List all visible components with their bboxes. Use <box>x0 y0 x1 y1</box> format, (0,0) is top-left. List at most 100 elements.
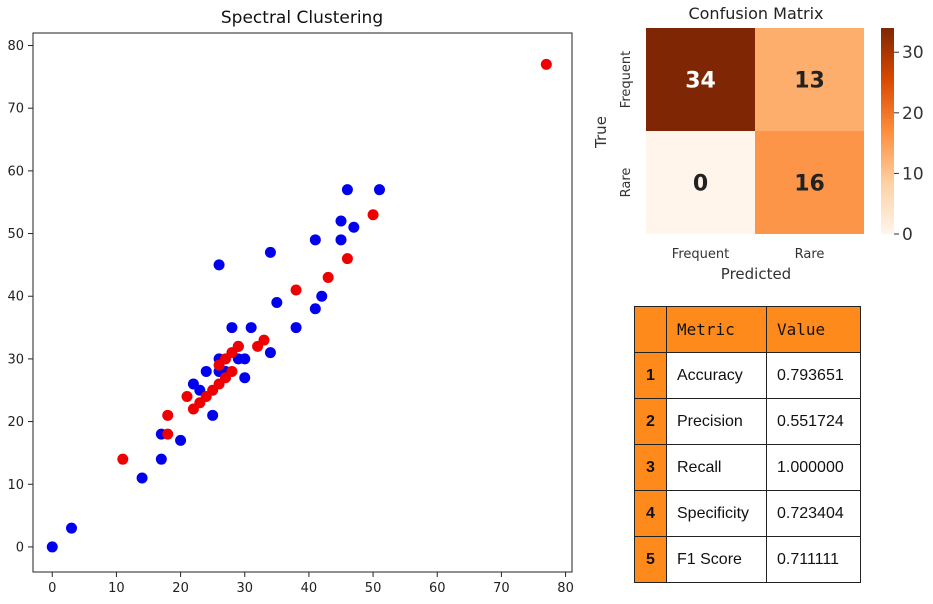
scatter-point <box>226 322 238 334</box>
scatter-point <box>162 409 174 421</box>
x-tick-label: 0 <box>48 581 56 596</box>
scatter-point <box>200 365 212 377</box>
y-tick-label: 10 <box>7 478 24 493</box>
x-tick-label: 10 <box>108 581 125 596</box>
scatter-point <box>322 271 334 283</box>
scatter-point <box>155 453 167 465</box>
metric-name: Specificity <box>666 490 767 537</box>
y-tick-label: 50 <box>7 227 24 242</box>
scatter-point <box>540 58 552 70</box>
x-tick-label: 30 <box>236 581 253 596</box>
scatter-point <box>367 209 379 221</box>
scatter-chart: Spectral Clustering 0 10 20 30 40 50 60 70 80 0 1… <box>7 8 574 596</box>
matrix-cell-value: 13 <box>794 69 825 94</box>
scatter-point <box>264 347 276 359</box>
y-tick-label: 60 <box>7 164 24 179</box>
x-tick-label: 20 <box>172 581 189 596</box>
scatter-point <box>271 297 283 308</box>
scatter-point <box>341 184 353 196</box>
scatter-point <box>309 303 321 315</box>
x-tick-label: 50 <box>365 581 382 596</box>
scatter-point <box>162 428 174 440</box>
confusion-matrix-labels: Frequent Rare Frequent Rare <box>619 51 824 262</box>
scatter-point <box>341 253 353 265</box>
scatter-point <box>374 184 385 196</box>
metric-name: Recall <box>666 444 767 491</box>
metrics-header-index <box>634 306 667 353</box>
row-index: 3 <box>634 444 667 491</box>
scatter-point <box>181 391 193 403</box>
scatter-point <box>117 453 129 465</box>
scatter-point <box>335 215 347 227</box>
confusion-matrix: Confusion Matrix 34 130 16 Frequent RareFre… <box>592 4 924 283</box>
scatter-point <box>258 334 270 346</box>
scatter-point <box>207 409 219 421</box>
scatter-x-axis: 0 10 20 30 40 50 60 70 80 <box>48 572 574 596</box>
table-row: 4 Specificity 0.723404 <box>634 490 861 537</box>
matrix-cell-value: 34 <box>685 69 716 94</box>
matrix-y-label: Rare <box>619 168 634 198</box>
scatter-plot-frame <box>32 32 573 573</box>
matrix-cell <box>646 28 755 131</box>
x-tick-label: 70 <box>493 581 510 596</box>
scatter-point <box>316 290 328 302</box>
table-row: 3 Recall 1.000000 <box>634 444 861 491</box>
y-tick-label: 40 <box>7 290 24 305</box>
scatter-point <box>46 541 58 553</box>
scatter-point <box>239 372 251 384</box>
table-row: 2 Precision 0.551724 <box>634 398 861 445</box>
matrix-cell-value: 16 <box>794 172 825 197</box>
row-index: 4 <box>634 490 667 537</box>
table-row: 5 F1 Score 0.711111 <box>634 536 861 583</box>
y-tick-label: 30 <box>7 352 24 367</box>
scatter-point <box>66 522 77 534</box>
y-tick-label: 80 <box>7 39 24 54</box>
confusion-matrix-xlabel: Predicted <box>721 265 791 283</box>
confusion-matrix-cells: 34 13 0 16 <box>646 28 864 234</box>
matrix-x-label: Rare <box>795 247 825 262</box>
scatter-point <box>226 365 238 377</box>
colorbar-ticks: 0 10 20 30 <box>894 43 924 245</box>
x-tick-label: 40 <box>301 581 318 596</box>
scatter-point <box>335 234 347 246</box>
row-index: 2 <box>634 398 667 445</box>
scatter-point <box>232 340 244 352</box>
confusion-matrix-title: Confusion Matrix <box>688 4 823 23</box>
scatter-y-axis: 0 10 20 30 40 50 60 70 80 <box>7 39 33 555</box>
scatter-point <box>239 353 251 365</box>
colorbar <box>881 28 894 234</box>
metrics-table-header: Metric Value <box>634 306 861 353</box>
x-tick-label: 80 <box>557 581 574 596</box>
confusion-matrix-ylabel: True <box>592 116 610 149</box>
matrix-cell <box>755 131 864 234</box>
metric-value: 0.551724 <box>766 398 861 445</box>
colorbar-tick-label: 30 <box>902 43 924 63</box>
scatter-title: Spectral Clustering <box>221 8 383 28</box>
matrix-cell <box>646 131 755 234</box>
metric-name: Accuracy <box>666 352 767 399</box>
y-tick-label: 70 <box>7 102 24 117</box>
metric-value: 0.711111 <box>766 536 861 583</box>
metric-name: F1 Score <box>666 536 767 583</box>
scatter-point <box>290 322 302 334</box>
table-row: 1 Accuracy 0.793651 <box>634 352 861 399</box>
row-index: 1 <box>634 352 667 399</box>
metrics-header-value: Value <box>766 306 861 353</box>
scatter-point <box>175 434 187 446</box>
metrics-header-metric: Metric <box>666 306 767 353</box>
scatter-point <box>309 234 321 246</box>
scatter-point <box>264 246 276 258</box>
y-tick-label: 0 <box>16 540 24 555</box>
scatter-point <box>245 322 257 334</box>
row-index: 5 <box>634 536 667 583</box>
matrix-y-label: Frequent <box>619 51 634 108</box>
colorbar-tick-label: 0 <box>902 225 913 245</box>
metric-value: 1.000000 <box>766 444 861 491</box>
scatter-point <box>348 221 360 233</box>
metric-value: 0.793651 <box>766 352 861 399</box>
matrix-cell-value: 0 <box>693 172 708 197</box>
x-tick-label: 60 <box>429 581 446 596</box>
scatter-point <box>290 284 302 296</box>
scatter-point <box>213 259 225 271</box>
metrics-table: Metric Value 1 Accuracy 0.793651 2 Preci… <box>634 306 861 583</box>
